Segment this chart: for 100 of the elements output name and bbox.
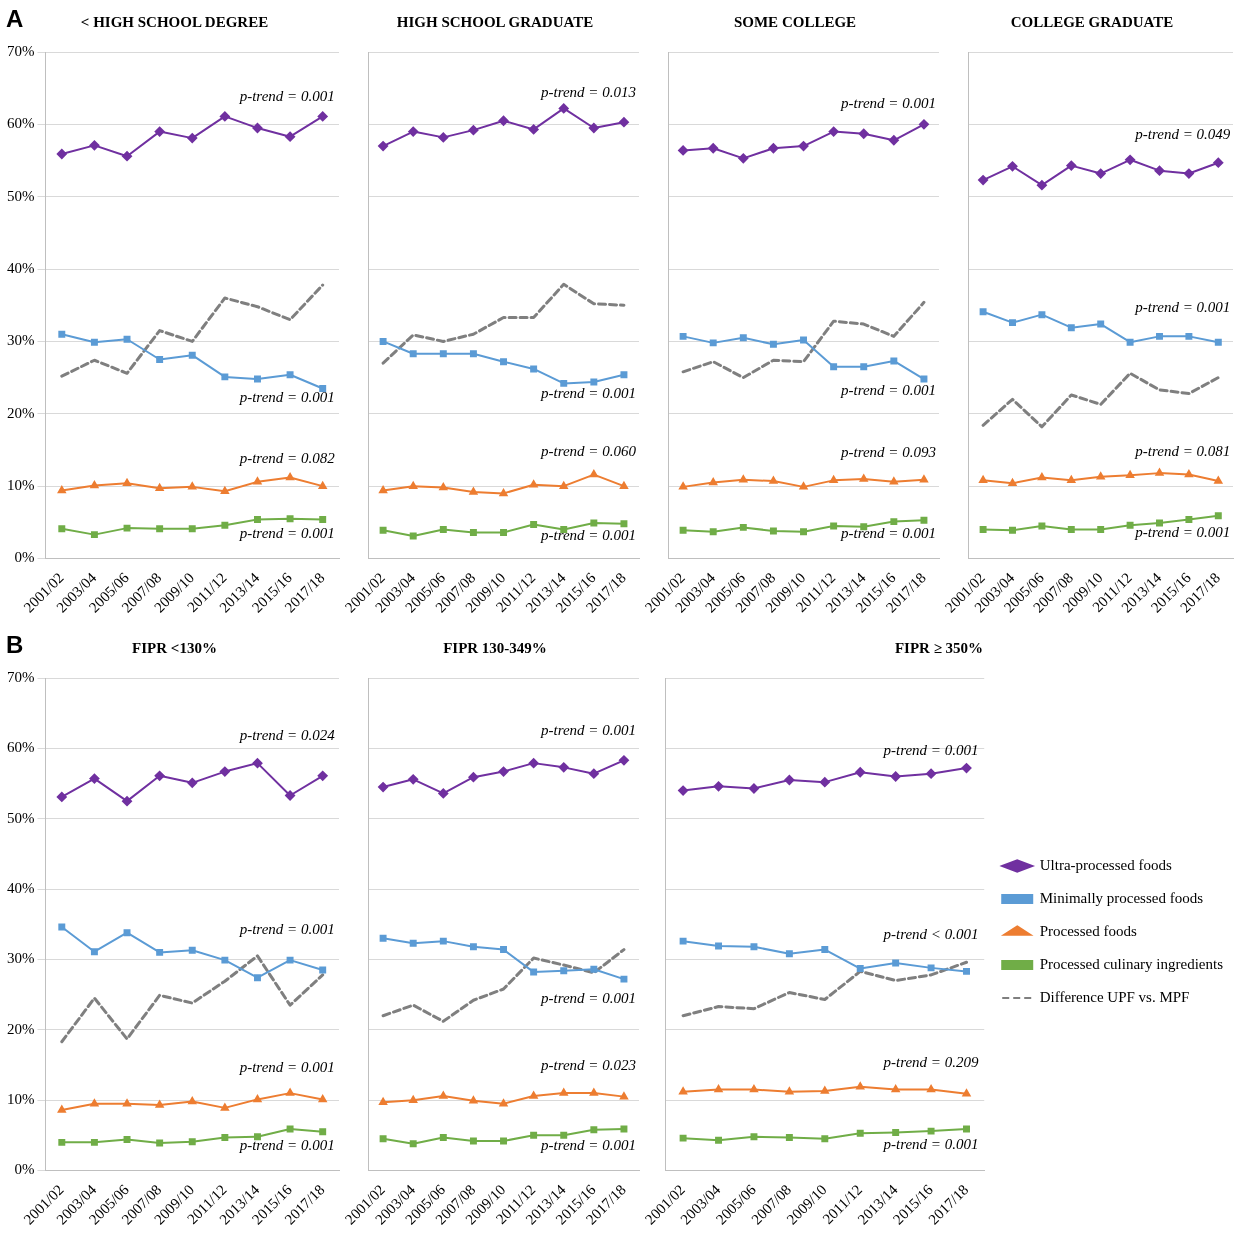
point [409,1140,417,1148]
point [468,772,479,783]
point [1126,470,1135,479]
point [122,796,133,807]
annotation: p-trend = 0.001 [1134,523,1231,540]
point [90,1138,98,1146]
point [890,771,901,782]
point [439,1133,447,1141]
point [379,1097,388,1106]
y-tick-label: 60% [7,739,35,756]
point [1066,160,1077,171]
point [469,487,478,495]
point [830,522,838,530]
point [439,937,447,945]
point [219,766,230,777]
point [560,379,568,387]
point [319,384,327,392]
point [439,350,447,358]
annotation: p-trend = 0.001 [238,525,335,542]
point [58,525,66,533]
point [155,483,164,492]
point [221,1133,229,1141]
point [122,1099,132,1107]
point [739,523,747,531]
point [1214,338,1222,346]
point [856,1129,864,1137]
legend-label: Processed foods [1039,922,1137,939]
point [1184,470,1193,478]
point [828,126,839,137]
point [409,939,417,947]
annotation: p-trend = 0.093 [839,443,936,460]
point [188,482,197,490]
line-series [60,283,325,378]
point [963,1125,970,1133]
point [1067,526,1075,534]
point [1009,526,1016,534]
point [468,125,479,136]
point [590,965,598,973]
annotation: p-trend = 0.001 [839,381,936,398]
point [1008,478,1017,486]
point [819,777,830,788]
annotation: p-trend = 0.001 [882,1136,979,1153]
point [739,475,748,483]
annotation: p-trend = 0.001 [238,1137,335,1154]
point [379,1135,387,1143]
point [469,1137,477,1145]
point [469,943,477,951]
point [750,1133,758,1141]
y-tick-label: 60% [7,115,35,132]
point [1097,526,1105,534]
y-tick-label: 50% [7,809,35,826]
point [1038,522,1046,530]
annotation: p-trend = 0.013 [539,84,636,101]
point [439,483,448,491]
y-tick-label: 40% [7,260,35,277]
point [529,1091,538,1099]
point [679,937,687,945]
annotation: p-trend = 0.001 [238,389,335,405]
point [220,1103,229,1111]
point [123,335,131,343]
point [318,481,327,489]
annotation: p-trend = 0.001 [839,524,936,541]
point [498,115,509,126]
point [1038,311,1046,319]
point [589,470,598,478]
point [220,486,229,494]
point [679,1134,687,1142]
point [156,356,164,363]
point [500,528,507,536]
point [714,1085,723,1093]
legend-label: Processed culinary ingredients [1039,955,1224,972]
point [829,475,838,484]
point [559,1088,568,1096]
point [858,128,869,139]
annotation: p-trend = 0.082 [238,449,336,466]
point [620,520,628,528]
point [821,1135,829,1143]
y-tick-label: 0% [14,549,35,566]
annotation: p-trend = 0.001 [839,95,936,112]
point [409,350,417,358]
point [962,1089,971,1097]
point [590,1126,598,1134]
point [317,111,328,122]
point [90,480,99,489]
point [619,1092,628,1100]
text: B [6,630,24,658]
point [1096,472,1105,480]
point [89,140,100,151]
point [1037,472,1046,481]
point [715,1136,722,1144]
point [409,1095,418,1103]
point [379,526,387,534]
text: A [6,4,24,32]
point [123,1136,131,1144]
annotation: p-trend = 0.001 [238,921,335,938]
point [979,475,988,484]
legend-label: Difference UPF vs. MPF [1039,988,1190,1005]
y-tick-label: 20% [7,404,35,421]
point [708,143,719,154]
point [920,516,928,524]
